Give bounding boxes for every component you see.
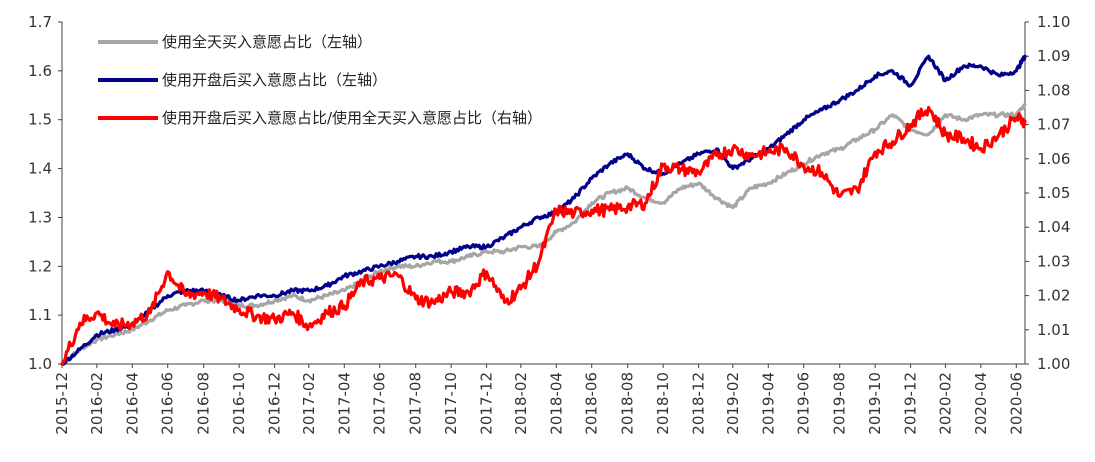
y-tick-label: 1.2: [28, 257, 52, 275]
x-tick-label: 2018-06: [583, 372, 601, 435]
x-tick-label: 2016-06: [159, 372, 177, 435]
legend: 使用全天买入意愿占比（左轴） 使用开盘后买入意愿占比（左轴） 使用开盘后买入意愿占比…: [98, 33, 542, 127]
y2-tick-label: 1.01: [1037, 321, 1070, 339]
y-axis-left-ticks: 1.0 1.1 1.2 1.3 1.4 1.5 1.6 1.7: [28, 13, 62, 373]
legend-label: 使用开盘后买入意愿占比（左轴）: [162, 71, 387, 89]
y2-tick-label: 1.06: [1037, 150, 1070, 168]
x-tick-label: 2019-12: [902, 372, 920, 435]
x-tick-label: 2016-04: [123, 372, 141, 435]
x-tick-label: 2016-08: [195, 372, 213, 435]
y2-tick-label: 1.05: [1037, 184, 1070, 202]
y2-tick-label: 1.00: [1037, 355, 1070, 373]
x-tick-label: 2017-10: [442, 372, 460, 435]
x-tick-label: 2018-08: [619, 372, 637, 435]
series-lines: [60, 54, 1027, 366]
x-tick-label: 2018-02: [512, 372, 530, 435]
series-line-3: [60, 105, 1027, 366]
series-line-2: [60, 54, 1027, 366]
x-tick-label: 2015-12: [53, 372, 71, 435]
x-tick-label: 2016-12: [266, 372, 284, 435]
x-tick-label: 2019-10: [866, 372, 884, 435]
y2-tick-label: 1.08: [1037, 81, 1070, 99]
x-tick-label: 2017-04: [335, 372, 353, 435]
x-tick-label: 2019-08: [831, 372, 849, 435]
y-tick-label: 1.6: [28, 62, 52, 80]
y2-tick-label: 1.04: [1037, 218, 1070, 236]
x-tick-label: 2017-02: [300, 372, 318, 435]
x-tick-label: 2019-02: [724, 372, 742, 435]
x-tick-label: 2018-12: [690, 372, 708, 435]
y2-tick-label: 1.07: [1037, 116, 1070, 134]
y-tick-label: 1.3: [28, 208, 52, 226]
y-tick-label: 1.1: [28, 306, 52, 324]
y2-tick-label: 1.09: [1037, 47, 1070, 65]
x-tick-label: 2016-02: [88, 372, 106, 435]
y2-tick-label: 1.03: [1037, 252, 1070, 270]
x-tick-label: 2020-06: [1007, 372, 1025, 435]
x-tick-label: 2016-10: [230, 372, 248, 435]
x-axis-ticks: 2015-12 2016-02 2016-04 2016-06 2016-08 2016-…: [53, 364, 1025, 435]
y-tick-label: 1.7: [28, 13, 52, 31]
legend-label: 使用开盘后买入意愿占比/使用全天买入意愿占比（右轴）: [162, 109, 542, 127]
x-tick-label: 2020-02: [936, 372, 954, 435]
series-line-1: [60, 103, 1027, 366]
x-tick-label: 2019-06: [795, 372, 813, 435]
legend-label: 使用全天买入意愿占比（左轴）: [162, 33, 372, 51]
y-tick-label: 1.4: [28, 160, 52, 178]
x-tick-label: 2018-04: [547, 372, 565, 435]
y-tick-label: 1.5: [28, 111, 52, 129]
x-tick-label: 2018-10: [654, 372, 672, 435]
x-tick-label: 2017-08: [407, 372, 425, 435]
y2-tick-label: 1.10: [1037, 13, 1070, 31]
y-axis-right-ticks: 1.00 1.01 1.02 1.03 1.04 1.05 1.06 1.07 1.08 1.09…: [1025, 13, 1070, 373]
x-tick-label: 2020-04: [972, 372, 990, 435]
y2-tick-label: 1.02: [1037, 287, 1070, 305]
x-tick-label: 2019-04: [759, 372, 777, 435]
y-tick-label: 1.0: [28, 355, 52, 373]
x-tick-label: 2017-12: [478, 372, 496, 435]
x-tick-label: 2017-06: [371, 372, 389, 435]
